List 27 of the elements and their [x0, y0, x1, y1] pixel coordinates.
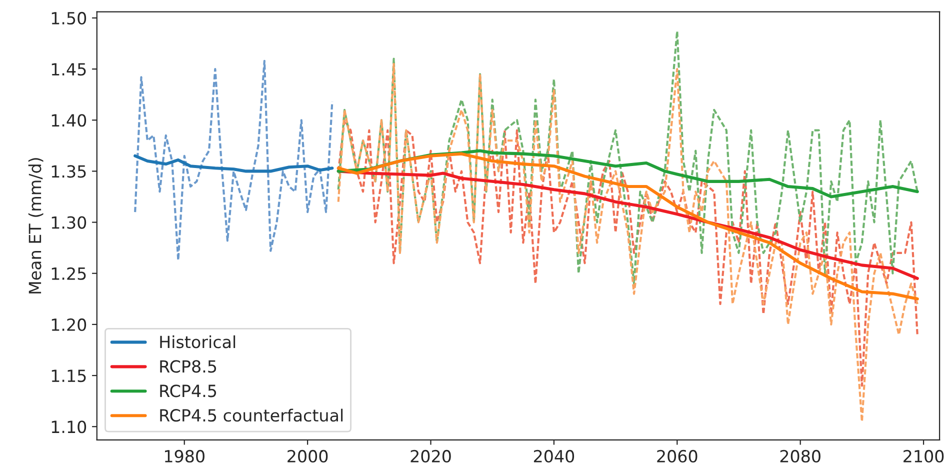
legend-label: RCP8.5 — [160, 360, 216, 373]
line-series — [337, 30, 918, 285]
legend-label: Historical — [160, 335, 236, 348]
y-tick-label: 1.50 — [52, 12, 86, 25]
line-series — [337, 119, 918, 387]
y-tick-label: 1.30 — [52, 216, 86, 229]
y-tick-label: 1.40 — [52, 114, 86, 127]
x-tick-label: 1980 — [164, 450, 204, 463]
x-tick-label: 2080 — [780, 450, 820, 463]
legend-label: RCP4.5 counterfactual — [160, 408, 343, 422]
y-tick-label: 1.25 — [52, 267, 86, 280]
x-tick-label: 2020 — [410, 450, 451, 463]
x-tick-label: 2060 — [657, 450, 698, 463]
x-tick-label: 2100 — [904, 450, 944, 463]
line-series — [134, 154, 334, 173]
y-tick-label: 1.20 — [52, 318, 86, 332]
line-series — [336, 152, 919, 300]
line-series — [336, 170, 919, 280]
y-tick-label: 1.10 — [52, 420, 86, 434]
y-tick-label: 1.45 — [52, 63, 86, 76]
line-series — [134, 60, 334, 262]
x-tick-label: 2040 — [534, 450, 574, 463]
y-tick-label: 1.35 — [52, 165, 86, 178]
y-tick-label: 1.15 — [52, 370, 86, 382]
legend-label: RCP4.5 — [160, 384, 216, 398]
x-tick-label: 2000 — [288, 450, 328, 463]
y-axis-title: Mean ET (mm/d) — [28, 158, 44, 294]
